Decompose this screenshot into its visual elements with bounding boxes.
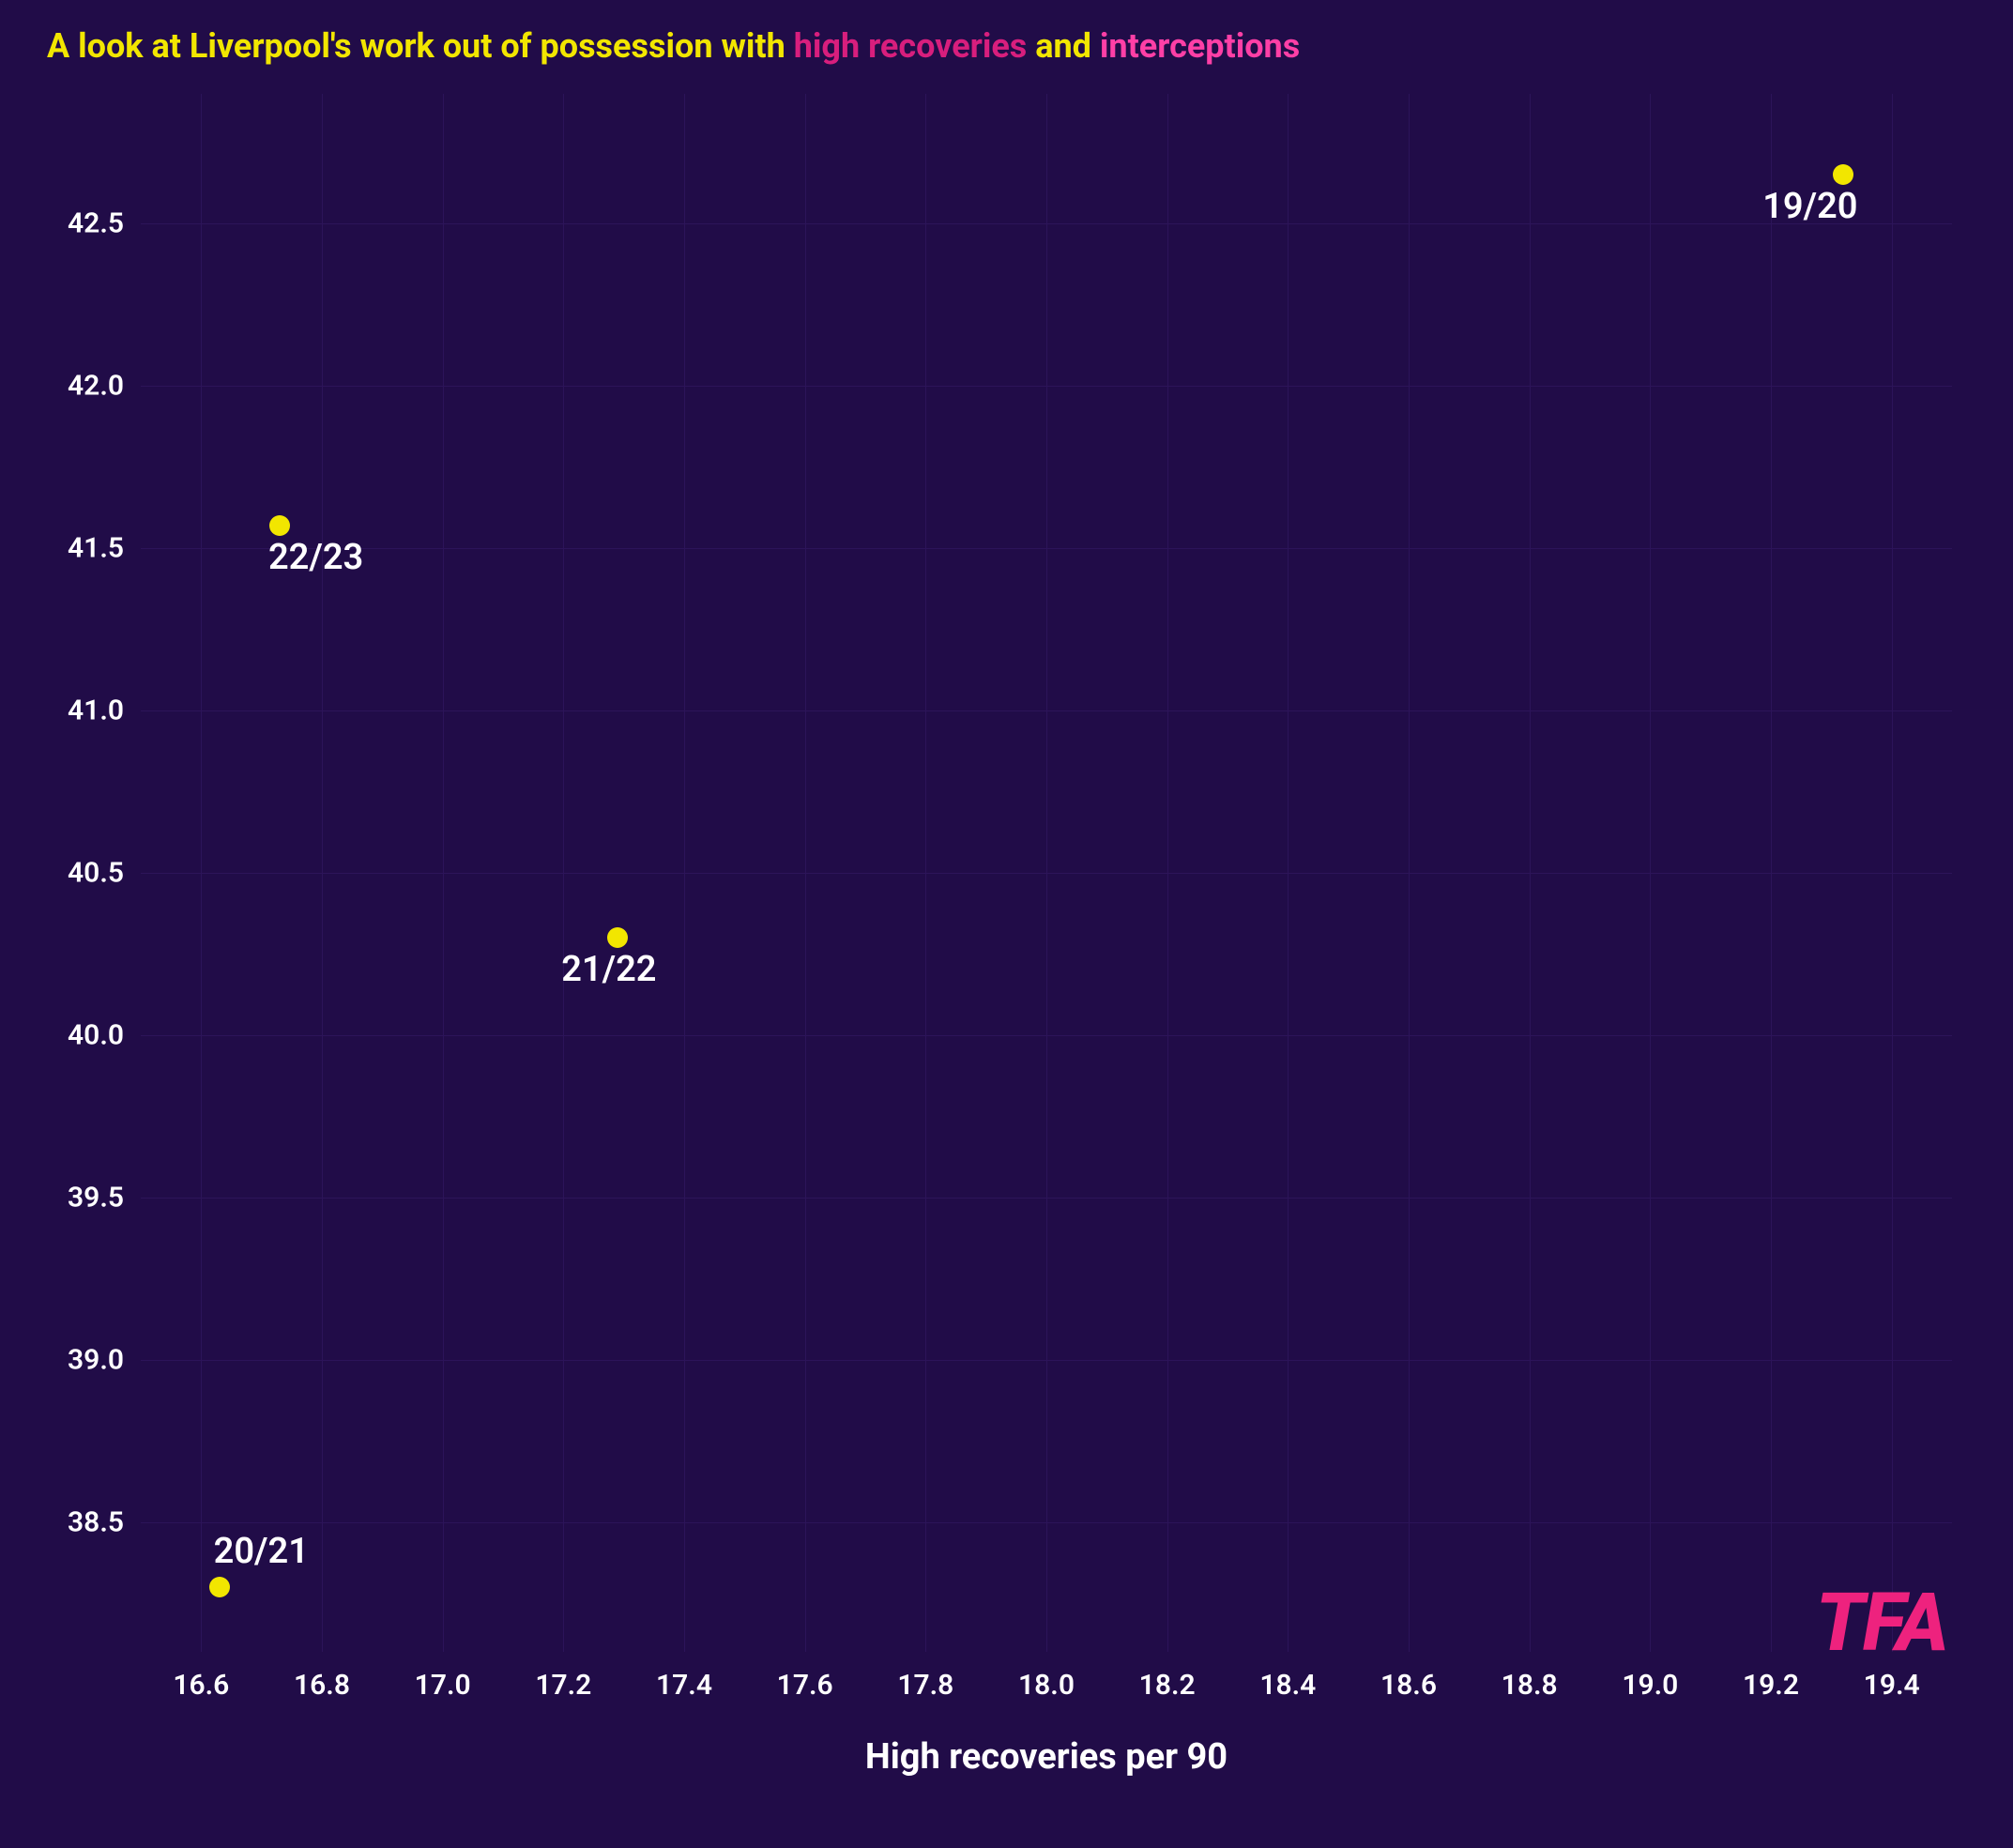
y-tick: 40.5 [68, 857, 141, 890]
x-tick: 17.0 [415, 1652, 471, 1702]
y-tick: 42.0 [68, 370, 141, 403]
x-tick: 16.8 [294, 1652, 350, 1702]
y-tick: 42.5 [68, 207, 141, 240]
y-tick: 38.5 [68, 1505, 141, 1538]
gridline-h [141, 1360, 1952, 1361]
x-axis-label: High recoveries per 90 [141, 1736, 1952, 1778]
chart-title: A look at Liverpool's work out of posses… [47, 26, 1300, 66]
gridline-h [141, 386, 1952, 387]
data-point [607, 927, 628, 948]
gridline-h [141, 548, 1952, 549]
x-tick: 17.2 [535, 1652, 591, 1702]
gridline-h [141, 873, 1952, 874]
y-tick: 39.0 [68, 1343, 141, 1376]
x-tick: 18.8 [1502, 1652, 1558, 1702]
x-tick: 18.4 [1259, 1652, 1316, 1702]
watermark: TFA [1816, 1575, 1947, 1670]
x-tick: 17.4 [656, 1652, 712, 1702]
data-point [1833, 164, 1853, 185]
data-point-label: 21/22 [561, 949, 656, 990]
plot-area: 16.616.817.017.217.417.617.818.018.218.4… [141, 94, 1952, 1652]
data-point [269, 515, 290, 536]
x-tick: 18.0 [1018, 1652, 1075, 1702]
y-tick: 41.5 [68, 532, 141, 565]
gridline-h [141, 1198, 1952, 1199]
gridline-h [141, 223, 1952, 224]
gridline-h [141, 710, 1952, 711]
data-point-label: 20/21 [214, 1531, 309, 1572]
data-point [209, 1577, 230, 1597]
gridline-h [141, 1522, 1952, 1523]
x-tick: 18.2 [1139, 1652, 1196, 1702]
x-tick: 17.8 [897, 1652, 953, 1702]
x-tick: 19.2 [1743, 1652, 1799, 1702]
x-tick: 19.0 [1622, 1652, 1678, 1702]
gridline-h [141, 1035, 1952, 1036]
data-point-label: 19/20 [1762, 186, 1857, 227]
y-tick: 41.0 [68, 695, 141, 727]
chart-wrapper: A look at Liverpool's work out of posses… [0, 0, 2013, 1848]
x-tick: 18.6 [1380, 1652, 1437, 1702]
y-tick: 40.0 [68, 1018, 141, 1051]
x-tick: 16.6 [173, 1652, 229, 1702]
x-tick: 17.6 [777, 1652, 833, 1702]
y-tick: 39.5 [68, 1181, 141, 1214]
data-point-label: 22/23 [268, 537, 363, 578]
